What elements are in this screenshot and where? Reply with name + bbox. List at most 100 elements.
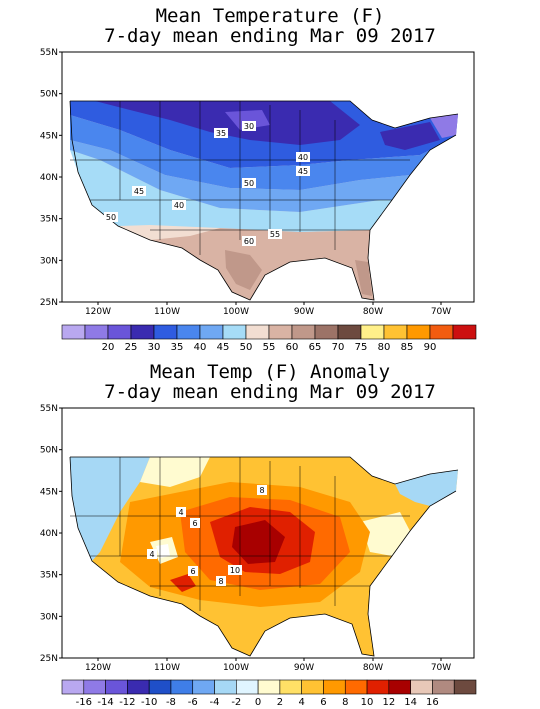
map2-colorbar-swatch xyxy=(192,679,215,695)
map1-contour-label: 45 xyxy=(134,187,144,196)
map1-lon-label: 120W xyxy=(85,307,111,317)
map1-colorbar-label: 60 xyxy=(286,342,299,353)
map1-contour-label: 35 xyxy=(216,129,226,138)
map2-title-line1: Mean Temp (F) Anomaly xyxy=(149,361,391,383)
map2-lon-label: 100W xyxy=(223,663,249,673)
map1-lon-label: 100W xyxy=(223,307,249,317)
map1-lat-label: 50N xyxy=(40,90,58,100)
map2-colorbar-swatch xyxy=(323,679,346,695)
map2-colorbar-label: -12 xyxy=(119,697,135,708)
map2-colorbar-swatch xyxy=(61,679,85,695)
map1-colorbar-swatch xyxy=(429,324,454,340)
map2-colorbar-label: 12 xyxy=(382,697,395,708)
map2-colorbar-swatch xyxy=(148,679,172,695)
map2-colorbar-label: -10 xyxy=(141,697,157,708)
map2-contour-label: 8 xyxy=(259,486,264,495)
map1-colorbar-label: 80 xyxy=(378,342,391,353)
map2-colorbar-swatch xyxy=(127,679,150,695)
map2-lon-label: 110W xyxy=(154,663,180,673)
map1-lat-label: 45N xyxy=(40,131,58,141)
map1-contour-label: 60 xyxy=(244,237,254,246)
map2-colorbar-swatch xyxy=(410,679,433,695)
map1-colorbar-swatch xyxy=(61,324,86,340)
map1-colorbar-swatch xyxy=(222,324,247,340)
map1-colorbar-label: 25 xyxy=(125,342,138,353)
map2-lon-label: 90W xyxy=(294,663,314,673)
map1-colorbar-swatch xyxy=(406,324,431,340)
map1-colorbar-label: 20 xyxy=(102,342,115,353)
map1-colorbar-swatch xyxy=(452,324,477,340)
map1-contour-label: 40 xyxy=(298,153,308,162)
map1-lat-label: 55N xyxy=(40,48,58,58)
map2-colorbar-swatch xyxy=(388,679,411,695)
map2-lat-ticks: 55N 50N 45N 40N 35N 30N 25N xyxy=(40,404,62,664)
map1-colorbar-swatch xyxy=(337,324,362,340)
map1-colorbar-swatch xyxy=(199,324,224,340)
map1-panel: 30 35 40 45 50 45 40 50 55 60 55N 50N 45N 4… xyxy=(40,48,477,353)
map1-title-line1: Mean Temperature (F) xyxy=(155,5,385,27)
map1-contour-label: 45 xyxy=(298,167,308,176)
map1-colorbar-label: 70 xyxy=(332,342,345,353)
map2-colorbar-swatch xyxy=(432,679,455,695)
map2-contour-label: 4 xyxy=(149,550,154,559)
map1-colorbar-swatch xyxy=(107,324,132,340)
map2-lat-label: 30N xyxy=(40,612,58,622)
map2-colorbar-swatch xyxy=(366,679,390,695)
map1-colorbar-label: 45 xyxy=(217,342,230,353)
map1-colorbar-swatch xyxy=(314,324,339,340)
map1-contour-label: 55 xyxy=(270,230,280,239)
map1-colorbar-label: 30 xyxy=(148,342,161,353)
map1-colorbar-swatch xyxy=(84,324,109,340)
map2-colorbar-swatch xyxy=(279,679,302,695)
map2-colorbar-label: 16 xyxy=(426,697,439,708)
map1-lat-label: 25N xyxy=(40,298,58,308)
map1-contour-labels: 30 35 40 45 50 45 40 50 55 60 xyxy=(104,121,310,246)
map2-field xyxy=(69,456,459,657)
map1-lat-label: 30N xyxy=(40,256,58,266)
map2-colorbar-label: 10 xyxy=(361,697,374,708)
map1-colorbar-label: 35 xyxy=(171,342,184,353)
map2-colorbar-label: -8 xyxy=(166,697,176,708)
map2-colorbar-label: -6 xyxy=(188,697,198,708)
map2-colorbar-swatch xyxy=(170,679,194,695)
map1-lon-label: 110W xyxy=(154,307,180,317)
map1-colorbar-label: 85 xyxy=(401,342,414,353)
map2-colorbar-swatch xyxy=(257,679,281,695)
map2-colorbar-label: -14 xyxy=(97,697,113,708)
map1-contour-label: 50 xyxy=(244,179,254,188)
map2-contour-labels: 4 6 8 4 10 6 8 xyxy=(147,485,267,586)
map2-colorbar-label: 0 xyxy=(255,697,261,708)
map1-lat-label: 40N xyxy=(40,173,58,183)
map1-colorbar-label: 75 xyxy=(355,342,368,353)
map1-colorbar-swatch xyxy=(383,324,408,340)
map1-contour-label: 30 xyxy=(244,122,254,131)
map2-lat-label: 55N xyxy=(40,404,58,414)
map2-colorbar: -16 -14 -12 -10 -8 -6 -4 -2 0 2 4 6 8 10 12 14 16 xyxy=(61,679,477,708)
map1-colorbar-label: 55 xyxy=(263,342,276,353)
map1-lon-label: 80W xyxy=(363,307,383,317)
map1-colorbar-label: 50 xyxy=(240,342,253,353)
map1-colorbar-swatch xyxy=(360,324,385,340)
map1-colorbar-label: 90 xyxy=(424,342,437,353)
map2-lat-label: 25N xyxy=(40,654,58,664)
map2-colorbar-label: 6 xyxy=(320,697,326,708)
map2-lon-label: 80W xyxy=(363,663,383,673)
map1-contour-label: 40 xyxy=(174,201,184,210)
map1-colorbar-swatch xyxy=(130,324,155,340)
map2-lat-label: 50N xyxy=(40,446,58,456)
map2-lon-ticks: 120W 110W 100W 90W 80W 70W xyxy=(85,658,451,673)
map2-colorbar-swatch xyxy=(344,679,368,695)
map2-colorbar-label: 2 xyxy=(277,697,283,708)
map2-contour-label: 8 xyxy=(218,577,223,586)
map2-colorbar-label: 14 xyxy=(404,697,417,708)
map2-lon-label: 70W xyxy=(431,663,451,673)
map2-contour-label: 4 xyxy=(178,508,183,517)
map2-lat-label: 35N xyxy=(40,571,58,581)
map1-lon-label: 70W xyxy=(431,307,451,317)
map2-lon-label: 120W xyxy=(85,663,111,673)
map1-colorbar-swatch xyxy=(245,324,270,340)
map2-colorbar-label: -16 xyxy=(76,697,92,708)
map2-colorbar-label: 8 xyxy=(342,697,348,708)
map2-colorbar-swatch xyxy=(214,679,237,695)
